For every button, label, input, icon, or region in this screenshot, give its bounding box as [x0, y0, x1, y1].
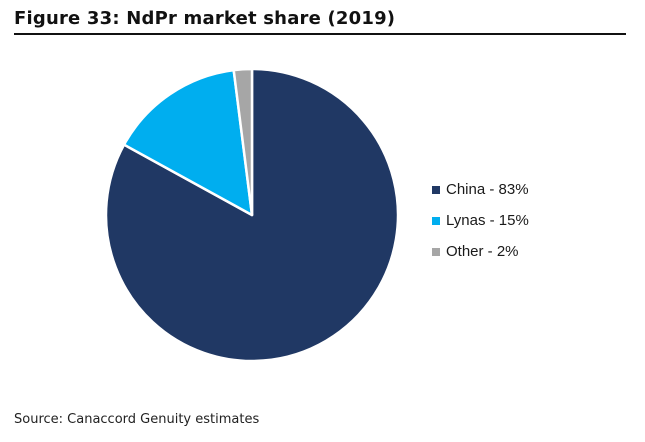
title-divider [14, 33, 626, 35]
legend-label-other: Other - 2% [446, 243, 519, 260]
legend-item-china: China - 83% [432, 174, 632, 205]
figure-title: Figure 33: NdPr market share (2019) [14, 8, 396, 29]
pie-slice-other [232, 67, 254, 217]
source-note: Source: Canaccord Genuity estimates [14, 412, 260, 427]
legend-swatch-other [432, 247, 440, 256]
chart-legend: China - 83% Lynas - 15% Other - 2% [432, 174, 632, 267]
legend-label-china: China - 83% [446, 181, 529, 198]
legend-swatch-lynas [432, 216, 440, 225]
legend-swatch-china [432, 185, 440, 194]
legend-label-lynas: Lynas - 15% [446, 212, 529, 229]
pie-slice-lynas [122, 68, 254, 217]
legend-item-lynas: Lynas - 15% [432, 205, 632, 236]
legend-item-other: Other - 2% [432, 236, 632, 267]
